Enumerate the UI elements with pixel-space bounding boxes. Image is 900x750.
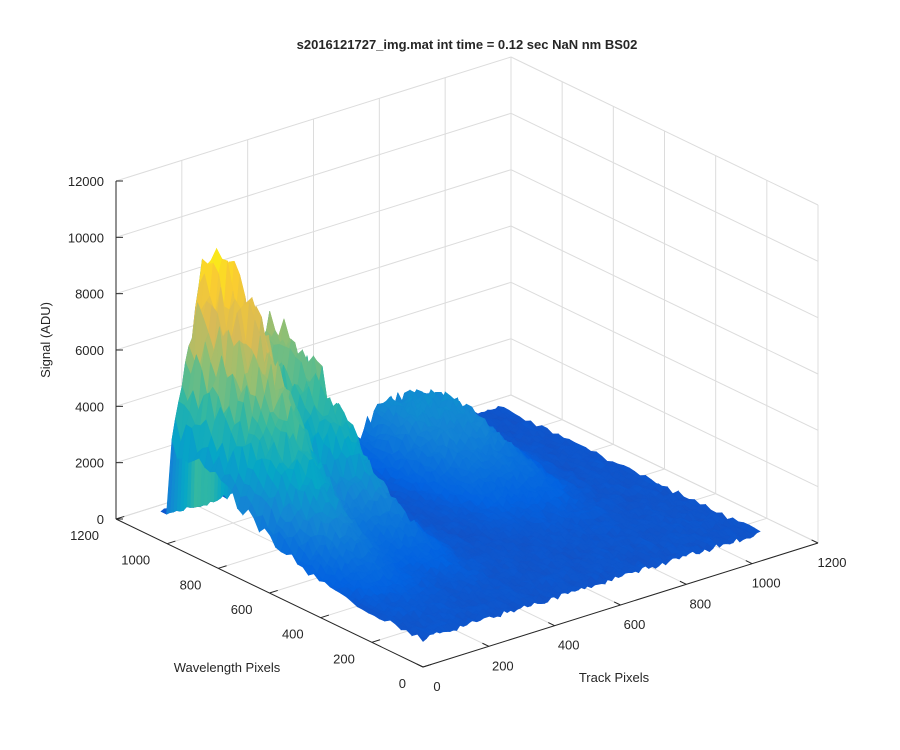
x-tick [811,539,819,544]
back-wall-gridline [115,169,512,295]
y-tick-label: 800 [180,577,202,592]
x-tick-label: 1200 [818,555,847,570]
x-tick [745,560,753,565]
side-wall-gridline [510,56,819,206]
y-tick-label: 0 [399,676,406,691]
side-wall-gridline [510,338,819,488]
z-tick-label: 10000 [68,230,104,245]
surface-facet [417,633,428,642]
y-tick-label: 200 [333,651,355,666]
z-tick-label: 2000 [75,456,104,471]
z-tick-label: 6000 [75,343,104,358]
x-tick [613,601,621,606]
y-tick [371,639,381,643]
back-wall-gridline [115,281,512,407]
z-tick-label: 12000 [68,174,104,189]
y-tick-label: 1200 [70,528,99,543]
back-wall-gridline [115,112,512,238]
y-tick [167,540,176,545]
x-tick-label: 400 [558,638,580,653]
side-wall-gridline [510,225,819,375]
x-tick [416,663,424,668]
y-tick [218,565,227,569]
y-tick-label: 400 [282,627,304,642]
axes [115,180,819,668]
y-tick-label: 1000 [121,553,150,568]
side-wall-gridline [510,169,819,319]
tick-labels: 0200400600800100012000200400600800100012… [68,174,847,694]
x-axis-title: Track Pixels [579,670,650,685]
z-axis-title: Signal (ADU) [38,302,53,378]
y-tick-label: 600 [231,602,253,617]
back-wall-gridline [115,56,512,182]
side-wall-gridline [510,394,819,544]
x-tick-label: 800 [689,596,711,611]
surface-plot [160,247,761,642]
z-tick-label: 4000 [75,399,104,414]
side-wall-gridline [510,112,819,262]
back-wall-gridline [115,225,512,351]
x-tick-label: 1000 [752,576,781,591]
z-tick-label: 0 [97,512,104,527]
y-axis-title: Wavelength Pixels [174,660,281,675]
x-tick-label: 600 [624,617,646,632]
x-tick [548,622,555,627]
x-tick-label: 0 [433,679,440,694]
x-tick [482,642,490,647]
side-wall-gridline [510,281,819,431]
x-tick-label: 200 [492,658,514,673]
y-tick [320,614,330,619]
z-tick-label: 8000 [75,287,104,302]
x-tick [679,580,687,585]
y-tick [422,663,432,668]
chart-title: s2016121727_img.mat int time = 0.12 sec … [297,37,638,52]
y-tick [269,589,278,594]
